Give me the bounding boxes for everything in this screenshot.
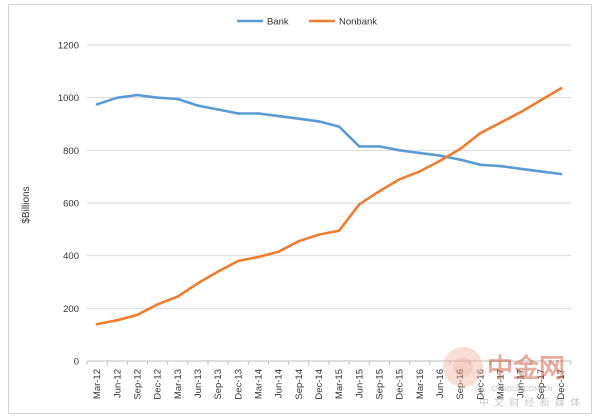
data-point-bank [115, 96, 119, 99]
data-point-nonbank [196, 282, 200, 285]
data-point-nonbank [257, 255, 260, 259]
data-point-nonbank [418, 170, 422, 173]
data-point-bank [317, 120, 321, 123]
data-point-bank [277, 114, 280, 118]
data-point-nonbank [478, 131, 482, 135]
data-point-bank [176, 97, 180, 101]
data-point-bank [519, 167, 522, 171]
data-point-nonbank [539, 99, 543, 102]
data-point-bank [499, 164, 502, 168]
data-point-nonbank [277, 250, 280, 254]
y-tick-label: 400 [63, 251, 79, 262]
x-tick-label: Sep-17 [536, 369, 547, 400]
data-point-bank [337, 125, 341, 128]
x-tick-label: Jun-17 [516, 369, 527, 398]
y-tick-label: 1000 [58, 93, 79, 104]
watermark-circle [443, 347, 483, 387]
watermark-logo: 中金网 CNGOLD.COM.CN 中 文 财 经 新 媒 体 [443, 347, 581, 409]
data-point-bank [257, 112, 260, 115]
data-point-bank [236, 112, 240, 115]
data-point-bank [95, 102, 99, 106]
x-tick-label: Dec-12 [153, 369, 164, 400]
x-tick-label: Jun-16 [435, 369, 446, 398]
x-tick-label: Dec-13 [233, 369, 244, 400]
watermark-logo-text: 中金网 [487, 353, 565, 384]
watermark-sub-text: 中 文 财 经 新 媒 体 [479, 396, 581, 409]
data-point-nonbank [337, 229, 341, 232]
grid-lines: 0 200 400 600 800 1000 1200 [58, 41, 571, 368]
data-point-nonbank [317, 233, 321, 236]
y-tick-label: 800 [63, 146, 79, 157]
data-point-nonbank [559, 87, 563, 90]
watermark-inner-circle [453, 357, 473, 377]
data-point-nonbank [357, 203, 361, 206]
chart-frame: 0 200 400 600 800 1000 1200 Mar-12 Jun-12 Sep-12… [8, 4, 592, 414]
data-point-nonbank [115, 318, 119, 322]
data-point-bank [196, 104, 200, 107]
series-line-bank [95, 93, 563, 176]
legend-label-bank: Bank [267, 17, 289, 28]
x-tick-label: Dec-16 [475, 369, 486, 400]
data-point-nonbank [156, 303, 159, 306]
legend-label-nonbank: Nonbank [339, 17, 377, 28]
x-tick-label: Mar-14 [253, 369, 264, 399]
x-tick-label: Sep-15 [374, 369, 385, 400]
series-line-nonbank [95, 87, 563, 326]
data-point-bank [136, 93, 139, 97]
x-tick-label: Jun-15 [354, 369, 365, 398]
data-point-nonbank [438, 159, 442, 163]
y-tick-label: 0 [74, 357, 79, 368]
data-point-bank [398, 149, 401, 152]
data-point-nonbank [216, 270, 220, 273]
x-tick-label: Jun-12 [112, 369, 123, 398]
data-point-bank [418, 151, 422, 155]
x-tick-label: Jun-14 [274, 369, 285, 398]
x-tick-label: Sep-12 [132, 369, 143, 400]
data-point-nonbank [499, 121, 502, 124]
y-tick-label: 200 [63, 304, 79, 315]
y-tick-label: 1200 [58, 41, 79, 52]
series-lines [95, 87, 563, 326]
data-point-bank [156, 96, 159, 99]
data-point-nonbank [458, 147, 462, 151]
data-point-nonbank [176, 295, 180, 298]
x-tick-label: Dec-15 [395, 369, 406, 400]
data-point-bank [478, 163, 482, 167]
x-tick-label: Mar-16 [415, 369, 426, 399]
x-tick-label: Dec-17 [556, 369, 567, 400]
data-point-nonbank [519, 110, 522, 114]
data-point-nonbank [236, 259, 240, 263]
x-tick-label: Sep-16 [455, 369, 466, 400]
data-point-bank [216, 108, 220, 111]
data-point-bank [297, 117, 301, 121]
x-tick-label: Mar-12 [92, 369, 103, 399]
x-tick-label: Jun-13 [193, 369, 204, 398]
data-point-bank [539, 170, 543, 173]
legend: Bank Nonbank [237, 17, 377, 28]
data-point-bank [438, 154, 442, 157]
data-point-bank [357, 145, 361, 148]
y-axis-label: $Billions [21, 186, 32, 223]
x-tick-label: Mar-17 [495, 369, 506, 399]
y-tick-label: 600 [63, 199, 79, 210]
x-tick-label: Dec-14 [314, 369, 325, 400]
line-chart: 0 200 400 600 800 1000 1200 Mar-12 Jun-12 Sep-12… [21, 17, 581, 410]
data-point-nonbank [136, 313, 139, 317]
x-tick-label: Sep-14 [294, 369, 305, 400]
watermark-url-text: CNGOLD.COM.CN [491, 385, 552, 393]
data-point-nonbank [378, 189, 381, 193]
x-axis: Mar-12 Jun-12 Sep-12 Dec-12 Mar-13 Jun-13 Sep-… [86, 361, 572, 400]
data-point-nonbank [95, 322, 99, 326]
data-point-bank [559, 172, 563, 176]
x-tick-label: Sep-13 [213, 369, 224, 400]
data-point-nonbank [398, 178, 401, 181]
x-tick-label: Mar-15 [334, 369, 345, 399]
data-point-bank [378, 145, 381, 148]
data-point-nonbank [297, 239, 301, 243]
x-tick-label: Mar-13 [173, 369, 184, 399]
data-point-bank [458, 158, 462, 161]
